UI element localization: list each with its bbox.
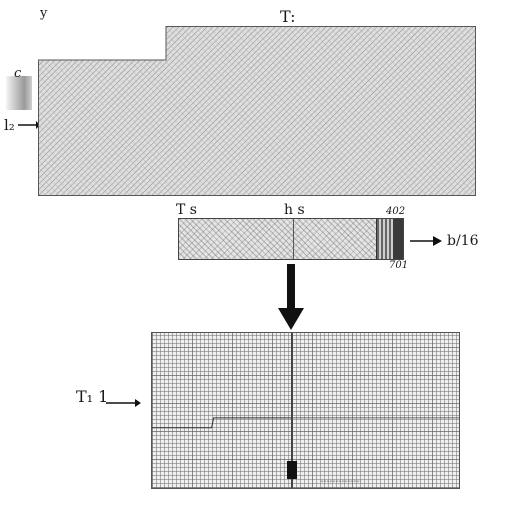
label-mid-left: T ꜱ <box>176 202 197 218</box>
arrow-down-icon <box>278 264 304 330</box>
middle-strip <box>178 218 404 260</box>
top-panel <box>38 26 476 196</box>
label-mid-right-top: 402 <box>386 206 406 217</box>
label-mid-center: h ꜱ <box>284 202 305 218</box>
strip-divider <box>293 219 294 259</box>
left-shade <box>6 76 32 110</box>
bottom-grid <box>151 332 460 489</box>
label-c: c <box>14 66 22 81</box>
bottom-arrow-icon <box>106 399 141 407</box>
label-top-title: T: <box>280 7 296 26</box>
arrow-right-icon <box>410 236 442 246</box>
grid-center-line <box>291 333 293 488</box>
label-l2: l₂ <box>4 116 15 134</box>
strip-end-dark <box>393 219 403 259</box>
label-y: y <box>40 6 48 21</box>
grid-trace <box>152 417 459 482</box>
label-mid-right-bottom: 701 <box>389 260 409 271</box>
sensor-block <box>287 461 297 479</box>
label-output: b/16 <box>447 233 479 249</box>
label-bottom-left: T₁ 1 <box>76 387 109 406</box>
marker-arrow-icon <box>18 121 40 129</box>
